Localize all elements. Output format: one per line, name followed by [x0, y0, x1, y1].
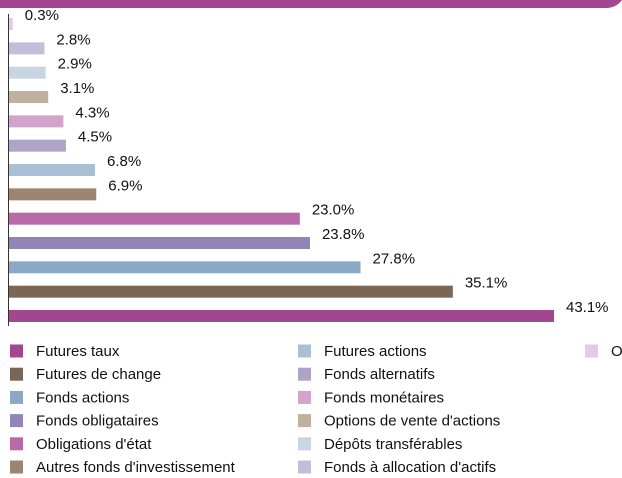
- bar: [9, 139, 66, 152]
- value-label: 4.5%: [78, 129, 112, 146]
- legend-swatch: [298, 344, 311, 358]
- value-label: 6.8%: [107, 153, 141, 170]
- value-label: 2.8%: [56, 31, 90, 48]
- bar: [9, 285, 453, 298]
- legend-label: Dépôts transférables: [324, 436, 462, 453]
- legend-label: Fonds à allocation d'actifs: [324, 459, 496, 476]
- value-label: 3.1%: [60, 80, 94, 97]
- legend-label: Options de vente d'actions: [324, 413, 500, 430]
- legend-swatch: [10, 437, 23, 451]
- bar: [9, 18, 13, 31]
- legend-label: Futures de change: [36, 366, 161, 383]
- legend-label: Autres fonds d'investissement: [36, 459, 236, 476]
- legend-swatch: [298, 367, 311, 381]
- value-label: 27.8%: [373, 250, 416, 267]
- legend-label: O: [611, 343, 622, 360]
- header-band: [0, 0, 622, 8]
- bar: [9, 42, 45, 55]
- legend-swatch: [298, 460, 311, 474]
- value-label: 43.1%: [566, 299, 609, 316]
- legend-label: Obligations d'état: [36, 436, 152, 453]
- value-label: 35.1%: [465, 275, 508, 292]
- legend-swatch: [10, 344, 23, 358]
- legend-swatch: [298, 437, 311, 451]
- bar: [9, 188, 97, 201]
- bar: [9, 261, 361, 274]
- legend-label: Fonds actions: [36, 389, 129, 406]
- legend-label: Fonds monétaires: [324, 389, 444, 406]
- legend-label: Futures taux: [36, 343, 120, 360]
- legend-swatch: [298, 414, 311, 428]
- value-label: 23.0%: [312, 202, 355, 219]
- bar: [9, 212, 300, 225]
- bar: [9, 91, 49, 104]
- bar: [9, 237, 310, 250]
- legend-swatch: [298, 390, 311, 404]
- legend-label: Futures actions: [324, 343, 427, 360]
- bar: [9, 164, 95, 177]
- value-label: 6.9%: [108, 177, 142, 194]
- bar: [9, 310, 554, 322]
- value-label: 2.9%: [58, 56, 92, 73]
- legend-label: Fonds alternatifs: [324, 366, 435, 383]
- value-label: 4.3%: [75, 104, 109, 121]
- bar: [9, 66, 46, 79]
- value-label: 0.3%: [25, 7, 59, 24]
- legend-label: Fonds obligataires: [36, 413, 159, 430]
- value-label: 23.8%: [322, 226, 365, 243]
- legend-swatch: [10, 390, 23, 404]
- legend-swatch: [10, 414, 23, 428]
- bar: [9, 115, 64, 128]
- legend-swatch: [10, 460, 23, 474]
- legend-swatch: [10, 367, 23, 381]
- legend-swatch: [585, 344, 598, 358]
